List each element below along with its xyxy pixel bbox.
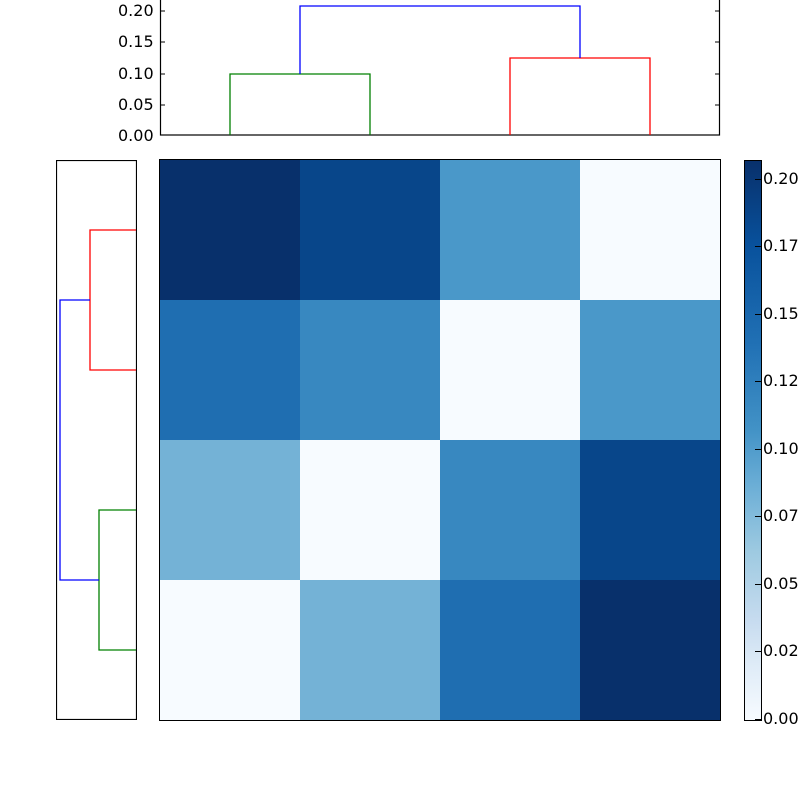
heatmap-cell [160,440,300,580]
colorbar-tick-mark [755,314,761,315]
blue-link [299,5,581,74]
heatmap-cell [580,160,720,300]
colorbar-tick-mark [755,516,761,517]
heatmap-cell [580,580,720,720]
heatmap-cell [160,580,300,720]
colorbar [744,160,762,721]
top-y-tick: 0.20 [118,1,154,20]
colorbar-tick-label: 0.02 [763,641,799,660]
green-link [229,73,371,135]
heatmap-cell [300,300,440,440]
top-y-tick: 0.05 [118,95,154,114]
red-link [509,57,651,135]
heatmap-cell [440,300,580,440]
top-dendrogram [159,0,721,136]
colorbar-tick-mark [755,584,761,585]
top-dendrogram-plot [159,0,721,136]
colorbar-tick-label: 0.00 [763,709,799,728]
colorbar-tick-label: 0.07 [763,506,799,525]
heatmap-cell [580,300,720,440]
colorbar-tick-mark [755,381,761,382]
heatmap-cell [300,440,440,580]
colorbar-tick-label: 0.05 [763,574,799,593]
colorbar-tick-label: 0.12 [763,371,799,390]
top-y-tick: 0.10 [118,64,154,83]
colorbar-tick-label: 0.15 [763,304,799,323]
colorbar-tick-mark [755,246,761,247]
top-y-tick: 0.15 [118,32,154,51]
colorbar-tick-label: 0.10 [763,439,799,458]
red-link [89,229,136,371]
heatmap-cell [440,160,580,300]
green-link [98,509,136,651]
heatmap-cell [160,300,300,440]
heatmap-cell [300,580,440,720]
heatmap-cell [580,440,720,580]
top-y-tick: 0.00 [118,126,154,145]
left-dendrogram-plot [56,160,137,720]
heatmap-cell [440,440,580,580]
heatmap [159,159,721,721]
colorbar-tick-label: 0.20 [763,169,799,188]
colorbar-tick-mark [755,719,761,720]
blue-link [59,299,99,581]
left-dendrogram [56,160,137,720]
colorbar-tick-mark [755,179,761,180]
heatmap-cell [300,160,440,300]
colorbar-tick-mark [755,651,761,652]
colorbar-tick-mark [755,449,761,450]
heatmap-cell [440,580,580,720]
colorbar-tick-label: 0.17 [763,236,799,255]
heatmap-cell [160,160,300,300]
